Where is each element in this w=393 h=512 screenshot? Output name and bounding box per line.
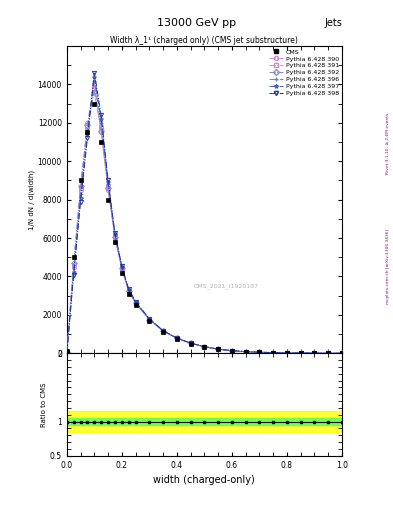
Y-axis label: Ratio to CMS: Ratio to CMS [41, 382, 47, 426]
Y-axis label: 1/N dN / d(width): 1/N dN / d(width) [28, 169, 35, 230]
Bar [67, 411, 342, 432]
X-axis label: width (charged-only): width (charged-only) [154, 475, 255, 485]
Title: Width λ_1¹ (charged only) (CMS jet substructure): Width λ_1¹ (charged only) (CMS jet subst… [110, 36, 298, 45]
Text: 13000 GeV pp: 13000 GeV pp [157, 18, 236, 28]
Text: mcplots.cern.ch [arXiv:1306.3436]: mcplots.cern.ch [arXiv:1306.3436] [386, 229, 390, 304]
Bar [67, 418, 342, 425]
Text: CMS_2021_I1920187: CMS_2021_I1920187 [194, 283, 259, 289]
Legend: CMS, Pythia 6.428 390, Pythia 6.428 391, Pythia 6.428 392, Pythia 6.428 396, Pyt: CMS, Pythia 6.428 390, Pythia 6.428 391,… [268, 48, 340, 97]
Text: Rivet 3.1.10; ≥ 2.6M events: Rivet 3.1.10; ≥ 2.6M events [386, 113, 390, 174]
Text: Jets: Jets [324, 18, 342, 28]
